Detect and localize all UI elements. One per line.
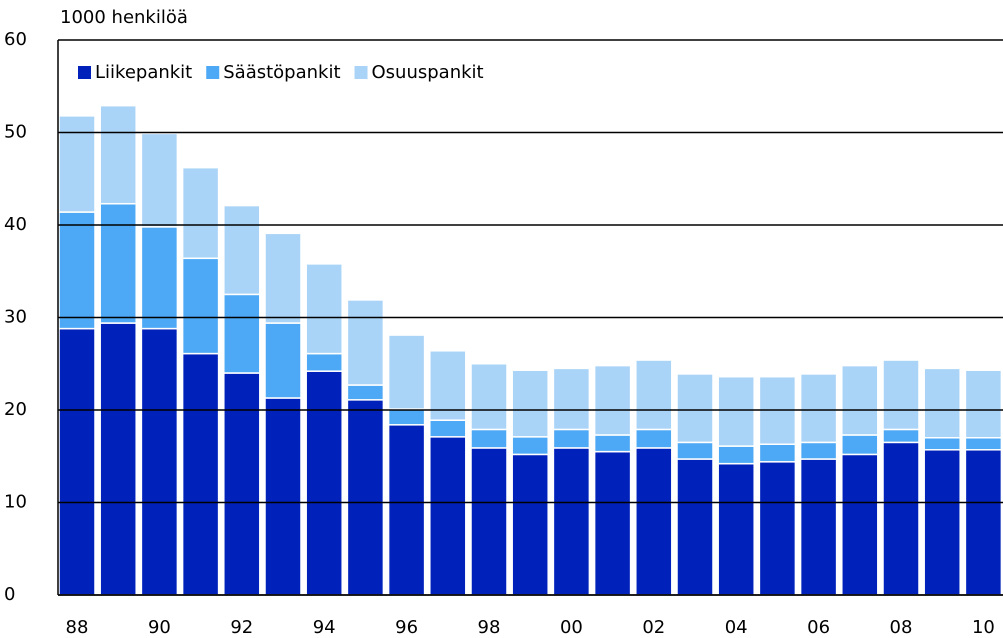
bar-segment xyxy=(593,450,632,596)
bar-segment xyxy=(346,384,385,401)
bar-segment xyxy=(429,350,467,421)
x-tick-label: 90 xyxy=(148,617,171,638)
bar-segment xyxy=(552,447,591,596)
bar-segment xyxy=(676,373,714,444)
bar-segment xyxy=(923,437,961,451)
bar-segment xyxy=(470,428,508,449)
x-tick-label: 02 xyxy=(642,617,665,638)
bar-segment xyxy=(58,327,96,596)
bar-segment xyxy=(223,372,261,596)
bar-segment xyxy=(223,293,261,374)
bar-segment xyxy=(923,449,961,596)
x-tick-label: 04 xyxy=(725,617,748,638)
bar-segment xyxy=(58,211,96,330)
bar-segment xyxy=(923,367,961,439)
bar-segment xyxy=(635,359,673,431)
bar-segment xyxy=(717,375,755,447)
bar-segment xyxy=(264,322,302,399)
x-tick-label: 10 xyxy=(972,617,995,638)
bar-segment xyxy=(511,453,549,596)
x-tick-label: 94 xyxy=(313,617,336,638)
bar-segment xyxy=(140,226,179,330)
bar-segment xyxy=(223,204,261,296)
legend-swatch xyxy=(206,66,220,79)
bar-segment xyxy=(429,436,467,596)
bar-segment xyxy=(387,334,426,410)
legend-label: Osuuspankit xyxy=(372,62,484,83)
y-tick-label: 30 xyxy=(4,307,27,328)
bar-segment xyxy=(676,441,714,460)
bar-segment xyxy=(758,443,797,463)
x-tick-label: 98 xyxy=(478,617,501,638)
y-axis-label: 1000 henkilöä xyxy=(60,7,188,28)
bars xyxy=(58,104,1003,596)
bar-segment xyxy=(140,327,179,596)
bar-segment xyxy=(181,352,220,596)
bar-segment xyxy=(305,263,343,355)
bar-segment xyxy=(387,408,426,426)
bar-segment xyxy=(882,428,920,444)
y-tick-label: 20 xyxy=(4,399,27,420)
bar-segment xyxy=(264,397,302,596)
bar-segment xyxy=(470,447,508,596)
x-tick-label: 00 xyxy=(560,617,583,638)
bar-segment xyxy=(387,424,426,596)
bar-segment xyxy=(799,458,838,596)
bar-segment xyxy=(799,441,838,460)
x-tick-label: 88 xyxy=(66,617,89,638)
bar-segment xyxy=(676,458,714,596)
bar-segment xyxy=(964,437,1003,451)
bar-segment xyxy=(99,322,137,596)
x-tick-label: 92 xyxy=(230,617,253,638)
bar-segment xyxy=(305,352,343,372)
y-tick-label: 10 xyxy=(4,492,27,513)
bar-segment xyxy=(593,364,632,436)
legend-swatch xyxy=(354,66,368,79)
bar-segment xyxy=(511,369,549,438)
bar-segment xyxy=(841,364,879,436)
bar-segment xyxy=(882,359,920,431)
bar-segment xyxy=(470,363,508,431)
bar-segment xyxy=(552,367,591,431)
bar-segment xyxy=(346,299,385,386)
bar-segment xyxy=(841,453,879,596)
bar-segment xyxy=(635,428,673,449)
y-tick-label: 40 xyxy=(4,214,27,235)
y-tick-label: 50 xyxy=(4,122,27,143)
bar-segment xyxy=(305,370,343,596)
bar-segment xyxy=(429,419,467,438)
bar-segment xyxy=(552,428,591,449)
bar-segment xyxy=(758,461,797,596)
bar-segment xyxy=(264,232,302,324)
bar-segment xyxy=(511,436,549,456)
x-tick-label: 08 xyxy=(890,617,913,638)
bar-segment xyxy=(181,166,220,260)
bar-segment xyxy=(799,373,838,444)
bar-segment xyxy=(593,434,632,453)
legend-label: Säästöpankit xyxy=(223,62,340,83)
bar-segment xyxy=(964,449,1003,596)
bar-segment xyxy=(882,441,920,596)
y-tick-label: 60 xyxy=(4,29,27,50)
legend-swatch xyxy=(78,66,91,79)
bar-segment xyxy=(346,399,385,596)
bar-segment xyxy=(58,115,96,213)
bar-segment xyxy=(841,434,879,456)
bar-segment xyxy=(717,462,755,596)
bar-segment xyxy=(99,104,137,205)
bar-segment xyxy=(964,369,1003,439)
y-tick-label: 0 xyxy=(4,584,15,605)
bar-segment xyxy=(181,257,220,355)
bar-segment xyxy=(140,132,179,228)
bar-segment xyxy=(99,202,137,324)
x-tick-label: 96 xyxy=(395,617,418,638)
x-tick-label: 06 xyxy=(807,617,830,638)
legend-label: Liikepankit xyxy=(95,62,192,83)
bar-segment xyxy=(635,447,673,596)
bar-segment xyxy=(717,445,755,465)
